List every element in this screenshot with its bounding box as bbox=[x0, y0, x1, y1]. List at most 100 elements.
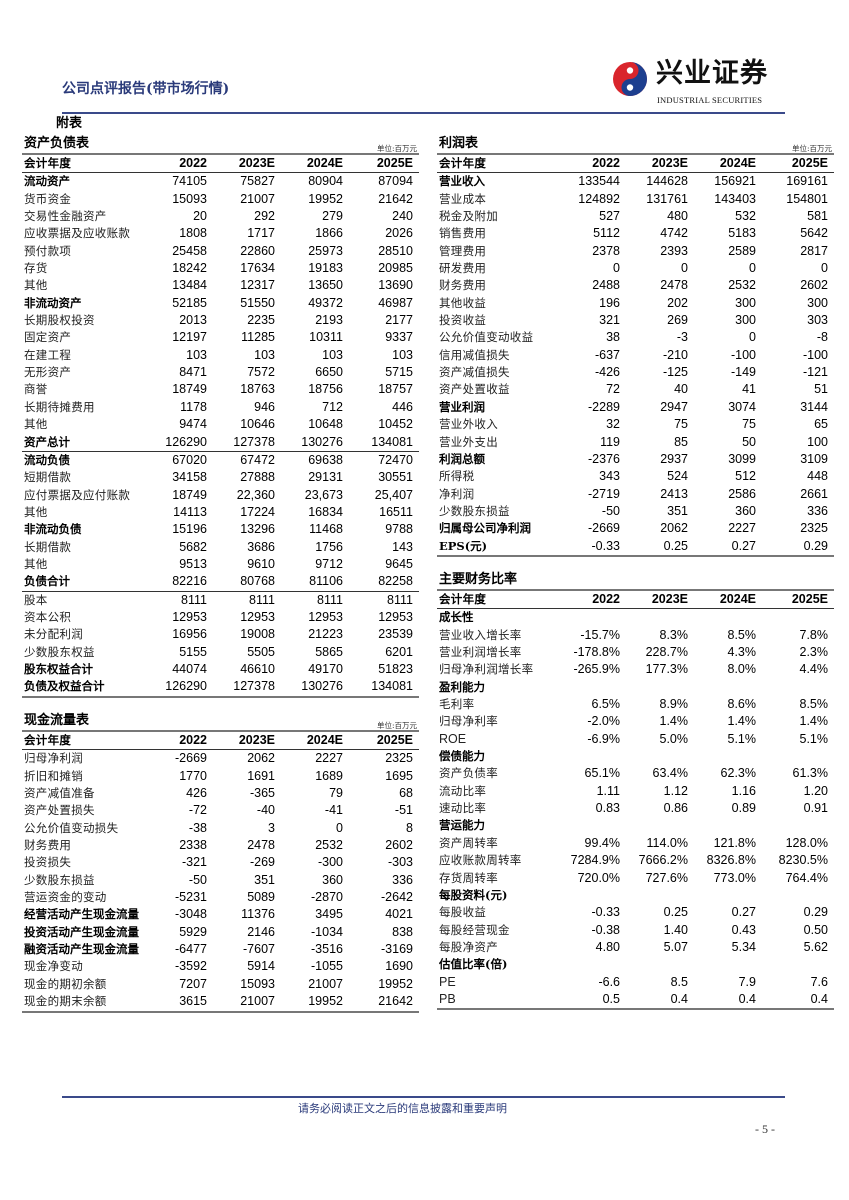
cell-value: 9712 bbox=[315, 556, 343, 571]
cell-value: 3615 bbox=[179, 994, 207, 1009]
header-year: 2025E bbox=[791, 592, 828, 606]
cell-value: 1.40 bbox=[663, 922, 688, 937]
table-row: 无形资产 8471 7572 6650 5715 bbox=[22, 364, 419, 381]
row-label: 其他 bbox=[24, 278, 48, 293]
table-row: 固定资产 12197 11285 10311 9337 bbox=[22, 329, 419, 346]
cell-value: 144628 bbox=[646, 174, 688, 189]
cell-value: 0.83 bbox=[595, 801, 620, 816]
cell-value bbox=[756, 748, 834, 765]
row-label: 归母净利润 bbox=[24, 751, 83, 766]
cell-value: 2413 bbox=[660, 486, 688, 501]
cell-value: 228.7% bbox=[645, 645, 688, 660]
row-label: 非流动负债 bbox=[24, 522, 82, 537]
header-label: 会计年度 bbox=[24, 733, 72, 747]
cell-value: 1.4% bbox=[659, 714, 689, 729]
cell-value: 532 bbox=[735, 209, 756, 224]
cell-value: -0.33 bbox=[591, 905, 621, 920]
cell-value: 50 bbox=[742, 434, 756, 449]
cell-value: 1689 bbox=[315, 768, 343, 783]
cell-value: 1756 bbox=[315, 539, 343, 554]
table-row: 经营活动产生现金流量 -3048 11376 3495 4021 bbox=[22, 906, 419, 923]
table-row: ROE -6.9% 5.0% 5.1% 5.1% bbox=[437, 731, 834, 748]
cell-value: 3144 bbox=[800, 399, 828, 414]
cell-value: 127378 bbox=[233, 434, 275, 449]
table-row: 每股收益 -0.33 0.25 0.27 0.29 bbox=[437, 904, 834, 921]
cell-value: 0.86 bbox=[663, 801, 688, 816]
cell-value: 156921 bbox=[714, 174, 756, 189]
table-row: 每股资料(元) bbox=[437, 887, 834, 904]
cell-value: -50 bbox=[601, 503, 620, 518]
cell-value: 196 bbox=[599, 295, 620, 310]
cell-value: 8.5 bbox=[670, 974, 688, 989]
row-label: 每股经营现金 bbox=[439, 922, 510, 937]
row-label: 长期待摊费用 bbox=[24, 399, 95, 414]
table-row: 流动负债 67020 67472 69638 72470 bbox=[22, 450, 419, 469]
table-row: 存货 18242 17634 19183 20985 bbox=[22, 260, 419, 277]
cell-value: 7572 bbox=[247, 365, 275, 380]
cell-value: -3592 bbox=[175, 959, 207, 974]
cell-value: 351 bbox=[254, 872, 275, 887]
cell-value bbox=[756, 956, 834, 973]
disclaimer-note: 请务必阅读正文之后的信息披露和重要声明 bbox=[298, 1102, 507, 1115]
row-label: 存货周转率 bbox=[439, 870, 498, 885]
cell-value: 19183 bbox=[308, 261, 343, 276]
cell-value bbox=[560, 679, 620, 696]
cell-value: 11285 bbox=[241, 330, 275, 345]
cell-value: 5112 bbox=[593, 226, 620, 241]
cell-value: 8.6% bbox=[727, 697, 757, 712]
cell-value: 4.3% bbox=[727, 645, 757, 660]
cell-value: 2532 bbox=[315, 838, 343, 853]
row-label: 信用减值损失 bbox=[439, 347, 510, 362]
row-label: 归母净利润增长率 bbox=[439, 662, 534, 677]
cell-value: 72 bbox=[606, 382, 620, 397]
cell-value: 1.20 bbox=[803, 783, 828, 798]
cell-value: 75 bbox=[742, 417, 756, 432]
cell-value: 25,407 bbox=[374, 487, 413, 502]
row-label: 股本 bbox=[24, 592, 48, 607]
cell-value: 8111 bbox=[249, 592, 275, 607]
cell-value: 1691 bbox=[247, 768, 275, 783]
row-label: 商誉 bbox=[24, 382, 48, 397]
cell-value: -365 bbox=[249, 786, 275, 801]
row-label: 资本公积 bbox=[24, 609, 72, 624]
cell-value: 80904 bbox=[308, 174, 343, 189]
cell-value: 15093 bbox=[240, 976, 275, 991]
cell-value: 1808 bbox=[179, 226, 207, 241]
table-row: 少数股东损益 -50 351 360 336 bbox=[437, 503, 834, 520]
row-label: 营业利润增长率 bbox=[439, 645, 522, 660]
cell-value: 114.0% bbox=[646, 835, 688, 850]
cell-value bbox=[688, 679, 756, 696]
header-year: 2023E bbox=[651, 592, 688, 606]
cell-value: 0.25 bbox=[663, 905, 688, 920]
cell-value: 130276 bbox=[301, 434, 343, 449]
row-label: ROE bbox=[439, 731, 467, 746]
table-title: 资产负债表 单位:百万元 bbox=[22, 134, 419, 153]
table-row: 偿债能力 bbox=[437, 748, 834, 765]
table-row: 现金的期初余额 7207 15093 21007 19952 bbox=[22, 976, 419, 993]
logo-swirl-icon bbox=[613, 62, 647, 96]
table-title-text: 主要财务比率 bbox=[439, 572, 518, 587]
row-label: 速动比率 bbox=[439, 801, 487, 816]
cell-value: 143403 bbox=[714, 191, 756, 206]
cell-value: -2376 bbox=[588, 451, 620, 466]
cell-value: 0.4 bbox=[738, 991, 756, 1006]
row-label: 财务费用 bbox=[439, 278, 487, 293]
cell-value: 100 bbox=[807, 434, 828, 449]
cell-value: 130276 bbox=[301, 679, 343, 694]
cell-value bbox=[756, 887, 834, 904]
cell-value: 2661 bbox=[800, 486, 828, 501]
cell-value: 2013 bbox=[179, 313, 207, 328]
cell-value: -2669 bbox=[175, 751, 207, 766]
cell-value: 19952 bbox=[308, 994, 343, 1009]
cell-value: 13296 bbox=[240, 522, 275, 537]
cell-value: 0 bbox=[749, 261, 756, 276]
cell-value: 5865 bbox=[315, 644, 343, 659]
cell-value: 2177 bbox=[385, 313, 413, 328]
cell-value: 446 bbox=[392, 399, 413, 414]
cell-value: 524 bbox=[667, 469, 688, 484]
cell-value: -3048 bbox=[175, 907, 207, 922]
row-label: 管理费用 bbox=[439, 243, 487, 258]
cell-value: 712 bbox=[322, 399, 343, 414]
cell-value: 12953 bbox=[378, 609, 413, 624]
cell-value: 360 bbox=[322, 872, 343, 887]
